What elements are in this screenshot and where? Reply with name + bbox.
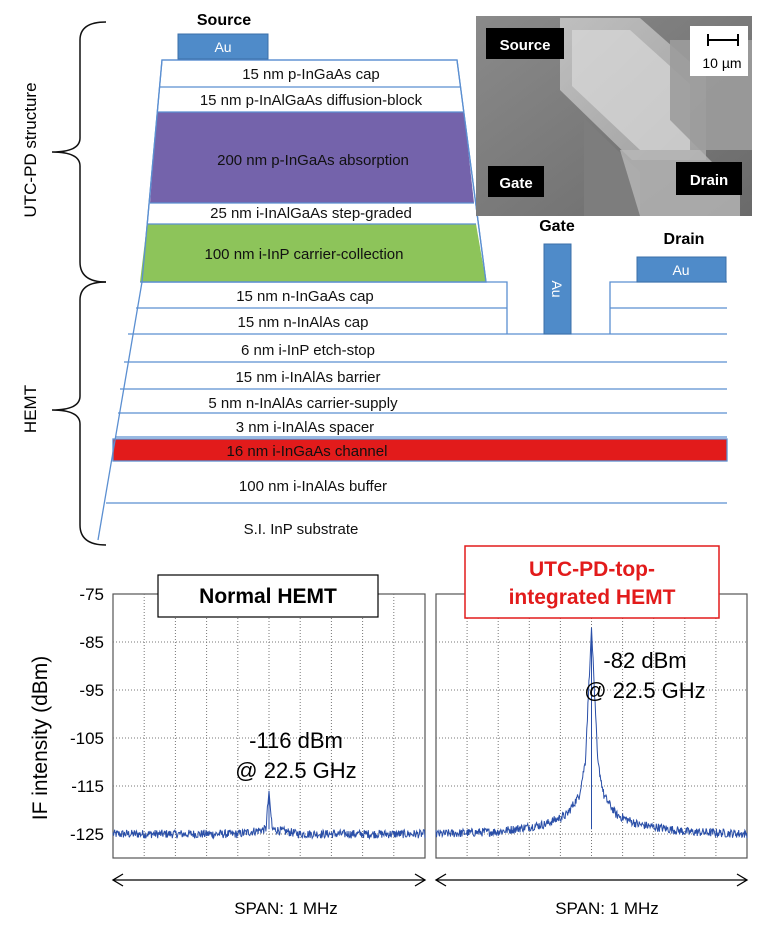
span-arrows xyxy=(111,873,749,887)
layer-label: 15 nm p-InAlGaAs diffusion-block xyxy=(200,92,423,109)
y-tick-label: -115 xyxy=(71,777,104,796)
integrated-peak-value: -82 dBm xyxy=(603,648,686,673)
layer-label: 16 nm i-InGaAs channel xyxy=(227,443,388,460)
sem-gate-text: Gate xyxy=(499,175,532,192)
grid xyxy=(113,594,425,858)
layer-label: 200 nm p-InGaAs absorption xyxy=(217,152,409,169)
layer-structure xyxy=(97,59,728,541)
layer-labels: 15 nm p-InGaAs cap 15 nm p-InAlGaAs diff… xyxy=(200,66,423,538)
sem-micrograph: Source Gate Drain 10 µm xyxy=(476,16,752,216)
normal-title: Normal HEMT xyxy=(199,585,337,608)
scale-bar xyxy=(707,34,739,46)
layer-label: 15 nm n-InGaAs cap xyxy=(236,288,374,305)
integrated-title-line2: integrated HEMT xyxy=(509,586,676,609)
layer-label: 3 nm i-InAlAs spacer xyxy=(236,419,374,436)
drain-heading: Drain xyxy=(664,231,705,248)
utc-pd-brace-label: UTC-PD structure xyxy=(21,82,40,217)
hemt-brace-label: HEMT xyxy=(21,385,40,433)
y-tick-label: -105 xyxy=(70,729,104,748)
sem-gate-tag xyxy=(488,166,544,197)
span-label-right: SPAN: 1 MHz xyxy=(555,899,659,918)
normal-peak-value: -116 dBm xyxy=(249,728,343,753)
y-tick-label: -75 xyxy=(79,585,104,604)
layer-label: 100 nm i-InP carrier-collection xyxy=(205,246,404,263)
layer-label: 6 nm i-InP etch-stop xyxy=(241,342,375,359)
integrated-peak-freq: @ 22.5 GHz xyxy=(584,678,705,703)
layer-label: 25 nm i-InAlGaAs step-graded xyxy=(210,205,412,222)
sem-drain-tag xyxy=(676,162,742,195)
source-contact xyxy=(177,33,269,60)
layer-label: 15 nm p-InGaAs cap xyxy=(242,66,380,83)
spectrum-trace xyxy=(112,790,426,841)
layer-label: 15 nm i-InAlAs barrier xyxy=(235,369,380,386)
sem-drain-text: Drain xyxy=(690,172,728,189)
gate-contact xyxy=(543,243,572,335)
carrier-collection-layer xyxy=(140,224,486,282)
source-heading: Source xyxy=(197,12,251,29)
source-metal-label: Au xyxy=(214,39,231,55)
sem-source-tag xyxy=(486,28,564,59)
normal-title-box xyxy=(157,574,379,618)
y-tick-label: -85 xyxy=(79,633,104,652)
layer-label: S.I. InP substrate xyxy=(244,521,359,538)
integrated-title-box xyxy=(464,545,720,619)
y-tick-labels: -75 -85 -95 -105 -115 -125 xyxy=(70,585,104,844)
hemt-brace xyxy=(51,281,107,546)
drain-metal-label: Au xyxy=(672,262,689,278)
span-label-left: SPAN: 1 MHz xyxy=(234,899,338,918)
y-tick-label: -95 xyxy=(79,681,104,700)
spectrum-trace xyxy=(435,627,748,839)
braces xyxy=(51,21,107,546)
sem-source-text: Source xyxy=(500,37,551,54)
gate-metal-label: Au xyxy=(549,280,565,297)
gate-heading: Gate xyxy=(539,218,575,235)
utc-pd-brace xyxy=(51,21,107,283)
y-tick-label: -125 xyxy=(70,825,104,844)
drain-contact xyxy=(636,256,727,283)
contacts: Au Source Au Gate Au Drain xyxy=(177,12,727,335)
spectrum-panel-integrated xyxy=(435,593,748,859)
spectrum-panel-normal xyxy=(112,593,426,859)
scale-bar-label: 10 µm xyxy=(702,55,741,71)
normal-peak-freq: @ 22.5 GHz xyxy=(235,758,356,783)
layer-label: 15 nm n-InAlAs cap xyxy=(238,314,369,331)
y-axis-label: IF intensity (dBm) xyxy=(29,656,52,821)
channel-layer xyxy=(112,438,728,462)
integrated-title-line1: UTC-PD-top- xyxy=(529,558,655,581)
absorption-layer xyxy=(150,112,474,203)
layer-label: 100 nm i-InAlAs buffer xyxy=(239,478,387,495)
layer-label: 5 nm n-InAlAs carrier-supply xyxy=(208,395,398,412)
